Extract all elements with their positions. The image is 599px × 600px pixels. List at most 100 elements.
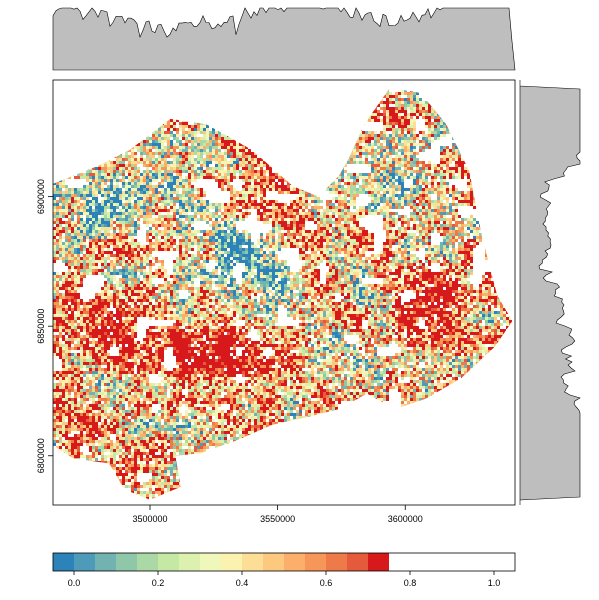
- raster-cell: [149, 92, 152, 95]
- raster-cell: [293, 152, 296, 155]
- raster-cell: [56, 152, 59, 155]
- raster-cell: [443, 119, 446, 122]
- raster-cell: [224, 110, 227, 113]
- raster-cell: [341, 173, 344, 176]
- raster-cell: [437, 131, 440, 134]
- raster-cell: [92, 188, 95, 191]
- raster-cell: [251, 125, 254, 128]
- raster-cell: [101, 107, 104, 110]
- raster-cell: [446, 113, 449, 116]
- raster-cell: [98, 158, 101, 161]
- raster-cell: [404, 164, 407, 167]
- raster-cell: [485, 182, 488, 185]
- raster-cell: [446, 149, 449, 152]
- raster-cell: [332, 83, 335, 86]
- raster-cell: [335, 191, 338, 194]
- raster-cell: [101, 170, 104, 173]
- raster-cell: [479, 152, 482, 155]
- raster-cell: [260, 104, 263, 107]
- raster-cell: [110, 185, 113, 188]
- raster-cell: [383, 158, 386, 161]
- raster-cell: [197, 110, 200, 113]
- raster-cell: [203, 194, 206, 197]
- raster-cell: [404, 83, 407, 86]
- raster-cell: [272, 134, 275, 137]
- raster-cell: [497, 110, 500, 113]
- raster-cell: [251, 176, 254, 179]
- raster-cell: [101, 185, 104, 188]
- raster-cell: [410, 113, 413, 116]
- raster-cell: [386, 164, 389, 167]
- raster-cell: [128, 119, 131, 122]
- raster-cell: [503, 173, 506, 176]
- raster-cell: [104, 149, 107, 152]
- raster-cell: [149, 95, 152, 98]
- raster-cell: [185, 119, 188, 122]
- raster-cell: [161, 155, 164, 158]
- raster-cell: [338, 158, 341, 161]
- raster-cell: [56, 104, 59, 107]
- raster-cell: [440, 113, 443, 116]
- raster-cell: [272, 176, 275, 179]
- raster-cell: [158, 125, 161, 128]
- raster-cell: [137, 137, 140, 140]
- raster-cell: [356, 101, 359, 104]
- raster-cell: [236, 131, 239, 134]
- raster-cell: [185, 98, 188, 101]
- raster-cell: [359, 137, 362, 140]
- raster-cell: [236, 176, 239, 179]
- raster-cell: [431, 173, 434, 176]
- raster-cell: [56, 194, 59, 197]
- raster-cell: [122, 170, 125, 173]
- raster-cell: [503, 116, 506, 119]
- raster-cell: [392, 191, 395, 194]
- raster-cell: [344, 101, 347, 104]
- raster-cell: [395, 98, 398, 101]
- raster-cell: [251, 80, 254, 83]
- raster-cell: [296, 119, 299, 122]
- raster-cell: [482, 98, 485, 101]
- raster-cell: [452, 170, 455, 173]
- raster-cell: [68, 125, 71, 128]
- raster-cell: [119, 137, 122, 140]
- raster-cell: [383, 92, 386, 95]
- raster-cell: [482, 188, 485, 191]
- raster-cell: [158, 134, 161, 137]
- raster-cell: [437, 98, 440, 101]
- raster-cell: [383, 167, 386, 170]
- raster-cell: [275, 188, 278, 191]
- raster-cell: [101, 167, 104, 170]
- raster-cell: [77, 194, 80, 197]
- raster-cell: [398, 110, 401, 113]
- raster-cell: [53, 155, 56, 158]
- raster-cell: [272, 137, 275, 140]
- raster-cell: [455, 134, 458, 137]
- raster-cell: [212, 149, 215, 152]
- raster-cell: [440, 164, 443, 167]
- raster-cell: [242, 146, 245, 149]
- raster-cell: [146, 191, 149, 194]
- raster-cell: [206, 113, 209, 116]
- raster-cell: [167, 140, 170, 143]
- raster-cell: [131, 119, 134, 122]
- raster-cell: [182, 179, 185, 182]
- raster-cell: [350, 191, 353, 194]
- raster-cell: [461, 122, 464, 125]
- raster-cell: [458, 125, 461, 128]
- raster-cell: [116, 188, 119, 191]
- raster-cell: [287, 173, 290, 176]
- raster-cell: [356, 122, 359, 125]
- raster-cell: [152, 167, 155, 170]
- raster-cell: [53, 164, 56, 167]
- raster-cell: [239, 119, 242, 122]
- raster-cell: [482, 146, 485, 149]
- raster-cell: [248, 116, 251, 119]
- raster-cell: [401, 125, 404, 128]
- raster-cell: [194, 161, 197, 164]
- raster-cell: [236, 92, 239, 95]
- raster-cell: [191, 92, 194, 95]
- raster-cell: [509, 188, 512, 191]
- raster-cell: [125, 128, 128, 131]
- raster-cell: [326, 113, 329, 116]
- raster-cell: [251, 98, 254, 101]
